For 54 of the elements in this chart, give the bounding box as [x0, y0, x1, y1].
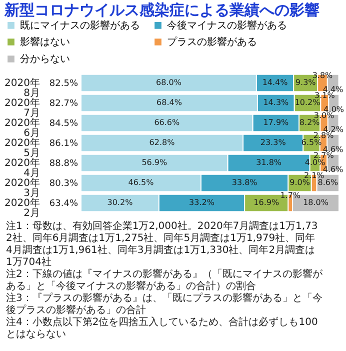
data-label: 33.2% [189, 198, 215, 207]
data-label: 10.2% [294, 98, 321, 107]
data-label: 3.1% [314, 91, 336, 100]
text: 注3：『プラスの影響がある』は、「既にプラスの影響がある」と「今後プラスの影響がある」の合計 [6, 292, 322, 316]
text: 86.1% [49, 139, 78, 149]
data-label: 56.9% [142, 158, 168, 167]
text: 80.3% [49, 179, 78, 189]
y-tick-label: 2020年2月 [4, 197, 40, 219]
y-tick-label: 2020年4月 [4, 157, 40, 179]
y-tick-label: 2020年7月 [4, 97, 40, 119]
data-label: 2.8% [313, 131, 334, 140]
data-label: 68.4% [156, 98, 182, 107]
legend-label: 既にマイナスの影響がある [20, 19, 140, 32]
data-label: 3.8% [312, 71, 334, 80]
data-label: 23.3% [260, 138, 286, 147]
legend-label: 分からない [20, 53, 70, 65]
data-label: 1.7% [280, 191, 301, 200]
chart-title: 新型コロナウイルス感染症による業績への影響 [4, 1, 320, 19]
data-label: 9.3% [295, 78, 316, 87]
data-label: 2.1% [304, 171, 325, 180]
text: 88.8% [49, 159, 78, 169]
text: 注1：母数は、有効回答企業1万2,000社。2020年7月調査は1万1,732社、同年6月調査は1万1,275社、同年5月調査は1万1,979社、同年4月調査は1万1,961社、同年3月調査は1万1,330社、同年2月調査は1万704社 [6, 220, 318, 268]
data-label: 62.8% [149, 138, 176, 147]
legend-label: 今後マイナスの影響がある [167, 19, 287, 32]
y-tick-label: 2020年5月 [4, 137, 40, 159]
y-tick-label: 2020年6月 [4, 117, 40, 139]
data-label: 8.2% [299, 118, 320, 127]
text: 注4：小数点以下第2位を四捨五入しているため、合計は必ずしも100とはならない [6, 316, 318, 340]
legend-label: プラスの影響がある [167, 36, 257, 48]
y-tick-label: 2020年3月 [4, 177, 40, 199]
data-label: 2.7% [313, 151, 334, 160]
text: 82.5% [49, 79, 78, 89]
data-label: 30.2% [107, 198, 134, 207]
data-label: 16.9% [254, 198, 280, 207]
text: 84.5% [49, 119, 78, 129]
data-label: 3.0% [314, 111, 335, 120]
data-label: 4.6% [322, 165, 344, 174]
data-label: 4.4% [322, 85, 344, 94]
data-label: 14.3% [263, 98, 290, 107]
data-label: 46.5% [128, 178, 154, 187]
text: 82.7% [49, 99, 78, 109]
text: 63.4% [49, 199, 78, 209]
data-label: 14.4% [262, 78, 288, 87]
data-label: 17.9% [263, 118, 290, 127]
data-label: 31.8% [256, 158, 282, 167]
text: 注2：下線の値は『マイナスの影響がある』（「既にマイナスの影響がある」と「今後マイナスの影響がある」の合計）の割合 [6, 268, 324, 292]
data-label: 18.0% [303, 198, 329, 207]
y-tick-label: 2020年8月 [4, 77, 40, 99]
data-label: 9.0% [290, 178, 310, 187]
data-label: 66.6% [154, 118, 180, 127]
data-label: 33.8% [232, 178, 258, 187]
data-label: 8.6% [318, 178, 338, 187]
legend-label: 影響はない [20, 36, 70, 48]
data-label: 68.0% [156, 78, 182, 87]
